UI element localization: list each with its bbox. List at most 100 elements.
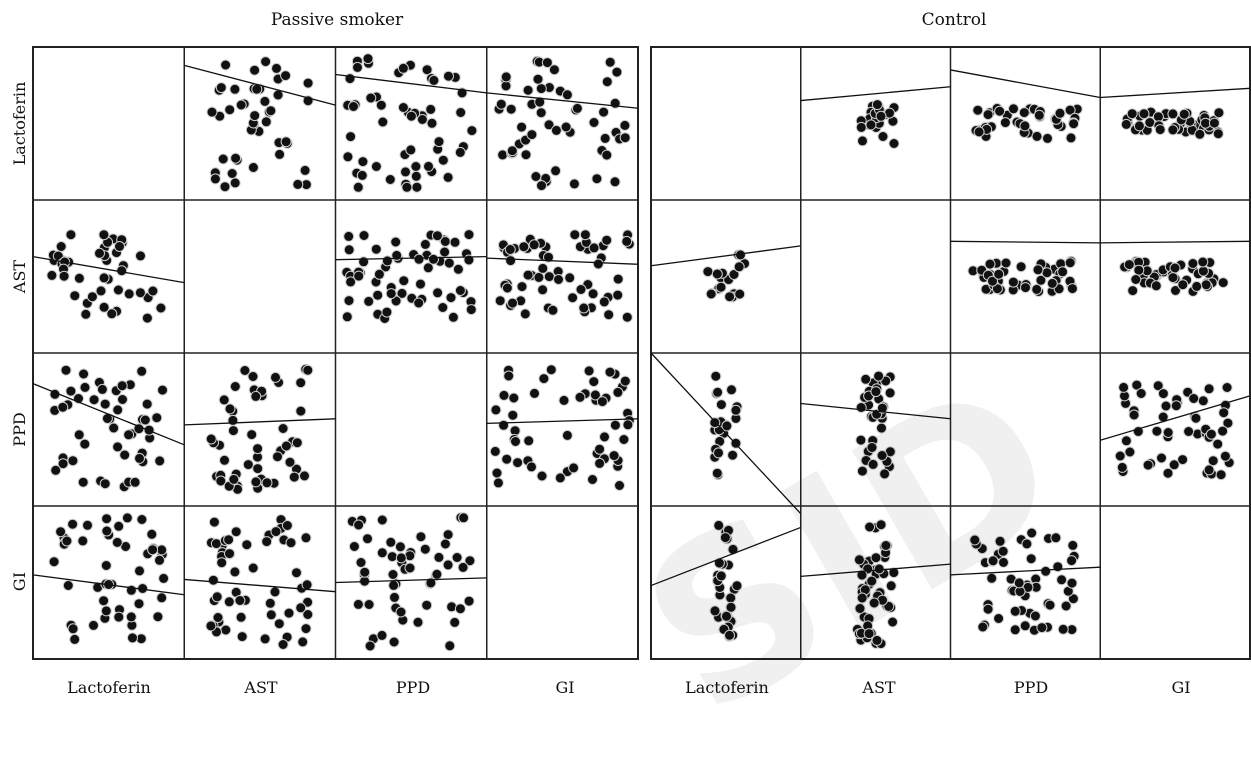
data-point <box>57 458 69 470</box>
data-point <box>421 599 433 611</box>
data-point <box>100 605 112 617</box>
data-point <box>879 468 891 480</box>
data-point <box>395 606 407 618</box>
data-point <box>345 276 357 288</box>
data-point <box>373 268 385 280</box>
data-point <box>65 385 77 397</box>
data-point <box>147 544 159 556</box>
data-point <box>230 152 242 164</box>
data-point <box>507 297 518 309</box>
data-point <box>295 405 307 417</box>
data-point <box>284 456 296 468</box>
data-point <box>1065 132 1077 144</box>
data-point <box>247 562 259 574</box>
data-point <box>154 455 166 467</box>
data-point <box>79 381 91 393</box>
data-point <box>545 364 557 376</box>
data-point <box>292 178 304 190</box>
data-point <box>973 126 985 138</box>
data-point <box>285 537 297 549</box>
data-point <box>863 628 875 640</box>
data-point <box>972 104 984 116</box>
data-point <box>603 309 615 321</box>
data-point <box>622 419 634 431</box>
data-point <box>108 422 120 434</box>
fit-line <box>950 566 1101 576</box>
data-point <box>141 312 153 324</box>
data-point <box>372 289 384 301</box>
fit-line <box>184 64 336 106</box>
data-point <box>538 373 550 385</box>
data-point <box>136 514 148 525</box>
data-point <box>1213 107 1225 119</box>
data-point <box>709 605 721 617</box>
data-point <box>431 568 443 580</box>
data-point <box>454 146 466 158</box>
data-point <box>505 255 517 267</box>
data-point <box>446 601 458 613</box>
data-point <box>389 591 400 603</box>
fit-line <box>184 418 336 426</box>
data-point <box>730 404 742 416</box>
data-point <box>376 629 388 641</box>
data-point <box>1114 450 1126 462</box>
data-point <box>1064 257 1076 269</box>
data-point <box>719 532 731 544</box>
data-point <box>601 76 613 88</box>
data-point <box>445 292 457 304</box>
data-point <box>711 268 723 280</box>
data-point <box>571 102 583 114</box>
data-point <box>1208 117 1220 129</box>
data-point <box>599 132 611 144</box>
data-point <box>387 569 399 580</box>
data-point <box>1123 259 1135 271</box>
data-point <box>860 373 872 385</box>
data-point <box>230 526 242 538</box>
data-point <box>1031 130 1043 142</box>
data-point <box>1144 117 1156 128</box>
data-point <box>490 404 502 416</box>
data-point <box>712 386 724 398</box>
data-point <box>451 552 463 563</box>
data-point <box>541 57 553 69</box>
data-point <box>395 552 407 564</box>
data-point <box>386 551 398 563</box>
data-point <box>1013 577 1025 589</box>
data-point <box>982 109 994 121</box>
data-point <box>273 618 285 630</box>
data-point <box>344 73 356 85</box>
data-point <box>1167 108 1179 120</box>
cell-ppd-vs-lactoferin <box>650 352 802 515</box>
data-point <box>702 266 714 278</box>
data-point <box>612 273 624 285</box>
data-point <box>873 563 885 575</box>
data-point <box>67 518 79 530</box>
data-point <box>235 99 247 111</box>
data-point <box>621 311 633 323</box>
data-point <box>271 62 282 74</box>
fit-line <box>800 402 951 420</box>
fit-line <box>1100 240 1251 244</box>
data-point <box>239 365 251 376</box>
data-point <box>442 171 454 183</box>
cell-gi-vs-lactoferin <box>32 512 185 645</box>
data-point <box>1020 282 1031 294</box>
data-point <box>1152 111 1164 123</box>
data-point <box>498 389 510 401</box>
data-point <box>250 390 262 402</box>
data-point <box>579 229 591 241</box>
data-point <box>1217 425 1229 437</box>
data-point <box>1131 379 1143 391</box>
data-point <box>512 457 524 469</box>
cell-ppd-vs-gi <box>486 364 639 491</box>
data-point <box>871 634 883 646</box>
data-point <box>733 261 745 273</box>
data-point <box>101 513 113 525</box>
data-point <box>412 616 424 628</box>
data-point <box>433 551 445 563</box>
cell-gi-vs-lactoferin <box>650 519 801 642</box>
data-point <box>390 236 402 248</box>
data-point <box>283 607 295 619</box>
data-point <box>114 241 125 252</box>
data-point <box>363 295 375 307</box>
